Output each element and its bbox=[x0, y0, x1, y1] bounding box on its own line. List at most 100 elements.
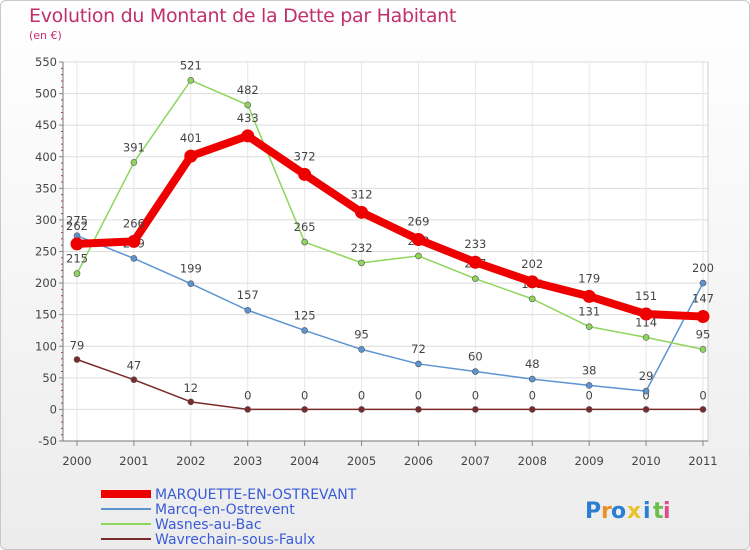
y-tick-label: 200 bbox=[35, 276, 57, 290]
data-point bbox=[70, 237, 84, 251]
data-point bbox=[244, 406, 252, 413]
data-label: 233 bbox=[464, 237, 486, 251]
data-point bbox=[355, 205, 369, 219]
data-label: 179 bbox=[578, 271, 600, 285]
logo-letter: t bbox=[653, 499, 664, 524]
data-point bbox=[184, 149, 198, 163]
data-label: 433 bbox=[237, 111, 259, 125]
data-label: 157 bbox=[237, 288, 259, 302]
data-label: 482 bbox=[237, 83, 259, 97]
data-point bbox=[301, 327, 308, 334]
data-label: 521 bbox=[180, 58, 202, 72]
data-label: 95 bbox=[354, 327, 369, 341]
x-tick-label: 2004 bbox=[290, 454, 319, 468]
data-label: 0 bbox=[529, 388, 536, 402]
data-label: 79 bbox=[70, 339, 85, 353]
y-tick-label: 50 bbox=[42, 371, 57, 385]
data-point bbox=[642, 387, 650, 395]
data-point bbox=[358, 346, 365, 353]
data-point bbox=[699, 406, 707, 413]
data-label: 0 bbox=[244, 388, 251, 402]
data-point bbox=[130, 376, 138, 384]
data-point bbox=[415, 360, 422, 368]
data-label: 48 bbox=[525, 357, 540, 371]
legend-label: Wasnes-au-Bac bbox=[155, 517, 262, 533]
data-point bbox=[585, 406, 593, 413]
data-point bbox=[585, 382, 593, 389]
data-point bbox=[415, 406, 422, 413]
data-label: 0 bbox=[586, 388, 593, 402]
logo-letter: r bbox=[601, 499, 612, 524]
y-tick-label: 550 bbox=[35, 55, 57, 69]
data-point bbox=[415, 252, 422, 260]
data-label: 0 bbox=[301, 388, 308, 402]
data-label: 0 bbox=[472, 388, 479, 402]
logo-letter: x bbox=[627, 499, 641, 524]
data-label: 199 bbox=[180, 262, 202, 276]
x-tick-label: 2009 bbox=[575, 454, 604, 468]
data-point bbox=[642, 334, 650, 341]
data-label: 0 bbox=[642, 388, 649, 402]
logo-letter: i bbox=[663, 499, 671, 524]
data-label: 372 bbox=[294, 149, 316, 163]
data-label: 38 bbox=[582, 363, 597, 377]
series-line bbox=[76, 358, 704, 411]
data-point bbox=[187, 77, 195, 84]
x-tick-label: 2007 bbox=[461, 454, 490, 468]
x-tick-label: 2010 bbox=[631, 454, 660, 468]
logo-letter: P bbox=[585, 499, 601, 524]
data-label: 114 bbox=[635, 315, 657, 329]
y-tick-label: 450 bbox=[35, 118, 57, 132]
y-tick-label: 400 bbox=[35, 150, 57, 164]
data-label: 275 bbox=[66, 214, 88, 228]
legend-label: Marcq-en-Ostrevent bbox=[155, 502, 295, 518]
data-label: 232 bbox=[351, 241, 373, 255]
data-label: 265 bbox=[294, 220, 316, 234]
data-point bbox=[585, 323, 593, 330]
data-point bbox=[358, 259, 365, 267]
y-tick-label: 350 bbox=[35, 181, 57, 195]
data-point bbox=[528, 295, 536, 303]
data-label: 131 bbox=[578, 305, 600, 319]
data-label: 29 bbox=[639, 369, 654, 383]
data-label: 47 bbox=[127, 359, 142, 373]
y-tick-label: -50 bbox=[38, 434, 57, 448]
data-point bbox=[301, 406, 308, 413]
data-point bbox=[411, 232, 425, 246]
data-point bbox=[528, 375, 536, 383]
data-label: 269 bbox=[407, 214, 429, 228]
data-point bbox=[639, 307, 653, 321]
data-point bbox=[468, 255, 482, 269]
y-tick-label: 100 bbox=[35, 339, 57, 353]
data-point bbox=[73, 270, 81, 277]
data-point bbox=[582, 289, 596, 303]
data-point bbox=[130, 159, 138, 166]
data-point bbox=[130, 255, 138, 262]
logo-letter: i bbox=[643, 499, 651, 524]
data-point bbox=[699, 346, 707, 353]
chart-subtitle: (en €) bbox=[29, 29, 62, 42]
legend-label: MARQUETTE-EN-OSTREVANT bbox=[155, 487, 357, 503]
data-label: 12 bbox=[183, 381, 198, 395]
data-label: 95 bbox=[696, 327, 711, 341]
data-point bbox=[528, 406, 536, 413]
data-label: 125 bbox=[294, 308, 316, 322]
data-label: 0 bbox=[358, 388, 365, 402]
data-point bbox=[699, 279, 707, 287]
data-point bbox=[127, 234, 141, 248]
data-label: 72 bbox=[411, 342, 426, 356]
x-tick-label: 2006 bbox=[404, 454, 433, 468]
data-point bbox=[241, 129, 255, 143]
data-point bbox=[472, 275, 479, 282]
x-tick-label: 2002 bbox=[176, 454, 205, 468]
data-label: 215 bbox=[66, 252, 88, 266]
data-label: 0 bbox=[699, 388, 706, 402]
data-point bbox=[301, 238, 308, 246]
data-label: 266 bbox=[123, 216, 145, 230]
x-tick-label: 2000 bbox=[62, 454, 91, 468]
data-point bbox=[696, 310, 710, 324]
data-label: 312 bbox=[351, 187, 373, 201]
data-label: 200 bbox=[692, 261, 714, 275]
